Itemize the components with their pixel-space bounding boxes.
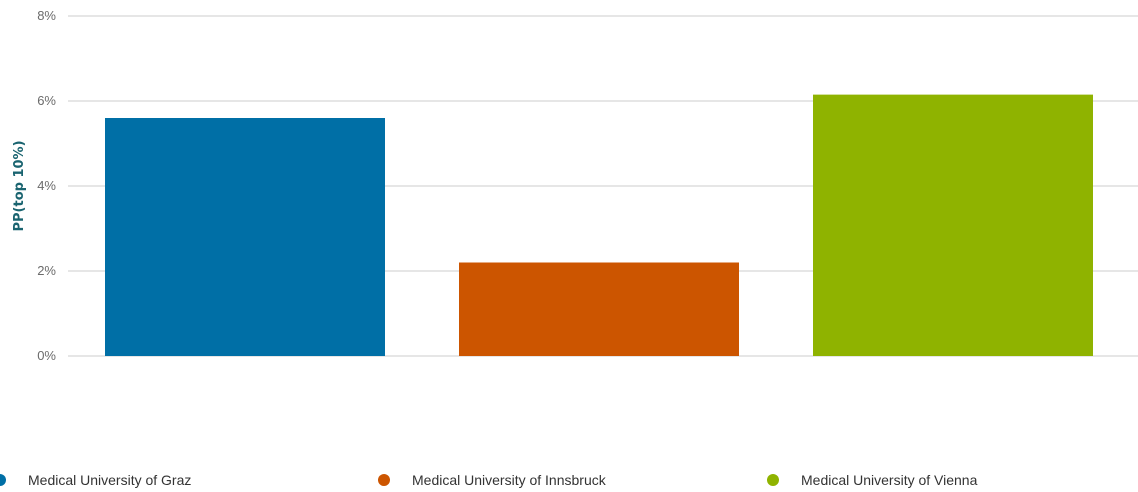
legend-item-vienna[interactable]: Medical University of Vienna bbox=[767, 472, 977, 488]
y-axis-ticks: 0% 2% 4% 6% 8% bbox=[37, 8, 56, 363]
legend-marker-vienna bbox=[767, 474, 779, 486]
y-axis-label: PP(top 10%) bbox=[12, 140, 27, 231]
bar-1[interactable] bbox=[105, 118, 385, 356]
bars bbox=[105, 94, 1093, 357]
legend-marker-innsbruck bbox=[378, 474, 390, 486]
y-tick-label: 8% bbox=[37, 8, 56, 23]
y-tick-label: 6% bbox=[37, 93, 56, 108]
bar-chart: 0% 2% 4% 6% 8% PP(top 10%) bbox=[12, 8, 1138, 363]
bar-2[interactable] bbox=[459, 262, 739, 357]
legend-item-innsbruck[interactable]: Medical University of Innsbruck bbox=[378, 472, 606, 488]
y-tick-label: 2% bbox=[37, 263, 56, 278]
legend-marker-graz bbox=[0, 474, 6, 486]
legend: Medical University of Graz Medical Unive… bbox=[0, 466, 1138, 492]
y-tick-label: 0% bbox=[37, 348, 56, 363]
legend-label-graz: Medical University of Graz bbox=[28, 472, 192, 488]
y-tick-label: 4% bbox=[37, 178, 56, 193]
legend-label-vienna: Medical University of Vienna bbox=[801, 472, 978, 488]
legend-label-innsbruck: Medical University of Innsbruck bbox=[412, 472, 606, 488]
legend-item-graz[interactable]: Medical University of Graz bbox=[0, 472, 191, 488]
bar-3[interactable] bbox=[813, 94, 1093, 356]
